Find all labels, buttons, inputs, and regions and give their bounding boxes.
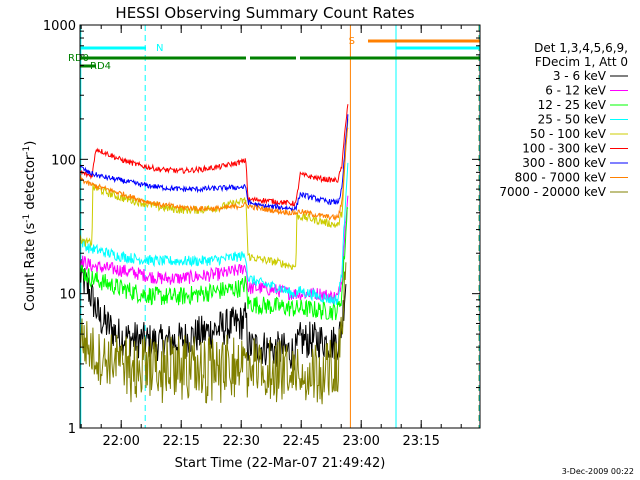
data-series bbox=[80, 104, 349, 405]
series-line-8 bbox=[80, 262, 347, 405]
flag-label-n: N bbox=[156, 43, 163, 54]
series-line-6 bbox=[80, 114, 349, 213]
y-axis-label-end: ) bbox=[23, 141, 38, 146]
x-axis-label: Start Time (22-Mar-07 21:49:42) bbox=[175, 456, 386, 471]
y-tick-label-2: 100 bbox=[51, 153, 76, 168]
flag-label-s: S bbox=[349, 36, 355, 47]
series-line-5 bbox=[80, 104, 349, 208]
footer-date: 3-Dec-2009 00:22 bbox=[562, 467, 634, 476]
legend-label-5: 100 - 300 keV bbox=[522, 142, 606, 156]
legend-header-decimation: FDecim 1, Att 0 bbox=[535, 55, 628, 69]
series-line-7 bbox=[80, 127, 349, 221]
legend: Det 1,3,4,5,6,9, FDecim 1, Att 0 3 - 6 k… bbox=[499, 41, 628, 199]
y-axis-label-mid: detector bbox=[23, 154, 38, 214]
series-line-2 bbox=[80, 206, 349, 321]
y-tick-label-3: 1000 bbox=[43, 19, 76, 34]
legend-label-8: 7000 - 20000 keV bbox=[499, 185, 606, 199]
axes: 22:00 22:15 22:30 22:45 23:00 23:15 1 10 100 1000 bbox=[43, 19, 480, 449]
legend-label-3: 25 - 50 keV bbox=[538, 113, 607, 127]
y-axis-label-exp1: -1 bbox=[22, 214, 32, 223]
x-tick-label-5: 23:15 bbox=[402, 434, 439, 449]
y-axis-label: Count Rate (s-1 detector-1) bbox=[22, 141, 38, 312]
x-tick-label-2: 22:30 bbox=[222, 434, 259, 449]
x-tick-label-0: 22:00 bbox=[102, 434, 139, 449]
legend-label-0: 3 - 6 keV bbox=[553, 69, 607, 83]
x-tick-label-3: 22:45 bbox=[282, 434, 319, 449]
legend-label-7: 800 - 7000 keV bbox=[515, 171, 607, 185]
y-axis-label-exp2: -1 bbox=[22, 146, 32, 155]
chart-title: HESSI Observing Summary Count Rates bbox=[115, 4, 414, 22]
x-tick-label-4: 23:00 bbox=[342, 434, 379, 449]
legend-label-6: 300 - 800 keV bbox=[522, 156, 606, 170]
x-tick-label-1: 22:15 bbox=[162, 434, 199, 449]
series-line-3 bbox=[80, 162, 349, 305]
legend-label-1: 6 - 12 keV bbox=[545, 84, 607, 98]
y-axis-label-main: Count Rate (s bbox=[23, 223, 38, 312]
legend-label-4: 50 - 100 keV bbox=[530, 127, 607, 141]
y-tick-label-0: 1 bbox=[68, 422, 76, 437]
legend-header-detectors: Det 1,3,4,5,6,9, bbox=[534, 41, 628, 55]
series-line-0 bbox=[80, 258, 347, 371]
flag-label-rd4: RD4 bbox=[90, 61, 111, 72]
legend-label-2: 12 - 25 keV bbox=[538, 98, 607, 112]
flag-label-rd0: RD0 bbox=[68, 53, 89, 64]
plot-frame bbox=[79, 24, 481, 429]
annotation-lines bbox=[80, 25, 480, 428]
y-tick-label-1: 10 bbox=[59, 288, 76, 303]
